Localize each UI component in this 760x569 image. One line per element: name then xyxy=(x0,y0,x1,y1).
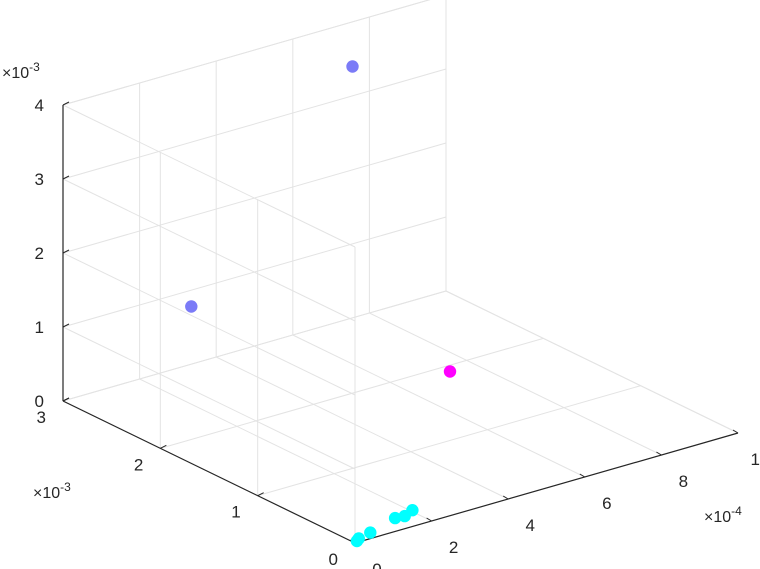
z-tick-mark xyxy=(62,249,70,254)
x-exponent-label: ×10-4 xyxy=(704,504,742,526)
grid-line-floor-x xyxy=(369,312,662,456)
grid-line-sidewall-z xyxy=(62,178,356,322)
x-tick-label: 8 xyxy=(679,472,688,491)
axis-lines xyxy=(62,101,739,544)
grid-line-floor-x xyxy=(292,334,586,478)
x-axis-line xyxy=(354,432,739,544)
y-tick-label: 3 xyxy=(37,408,46,427)
z-tick-label: 0 xyxy=(35,392,44,411)
data-point xyxy=(352,532,365,545)
grid-line-backwall-z xyxy=(62,0,431,106)
y-tick-mark xyxy=(160,444,167,449)
grid-line-backwall-z xyxy=(62,68,447,180)
data-points xyxy=(185,60,457,548)
data-point xyxy=(364,526,377,539)
grid-line-floor-x xyxy=(215,356,509,500)
box-edge xyxy=(62,0,431,106)
y-tick-label: 0 xyxy=(329,550,338,569)
data-point xyxy=(406,504,419,517)
z-tick-mark xyxy=(62,175,70,180)
x-tick-label: 0 xyxy=(372,560,381,569)
y-tick-mark xyxy=(257,492,264,497)
data-point xyxy=(185,300,198,313)
x-tick-mark xyxy=(656,451,662,456)
x-tick-label: 4 xyxy=(525,516,534,535)
y-tick-label: 2 xyxy=(134,455,143,474)
grid-line-sidewall-z xyxy=(62,104,356,248)
grid-line-floor-x xyxy=(139,378,432,522)
y-axis-line xyxy=(62,400,356,544)
z-tick-label: 2 xyxy=(35,244,44,263)
x-tick-mark xyxy=(579,473,586,478)
x-tick-label: 10 xyxy=(751,450,760,469)
data-point xyxy=(346,60,359,73)
data-point xyxy=(443,365,457,378)
data-point xyxy=(388,511,402,525)
x-tick-mark xyxy=(426,517,432,522)
z-tick-mark xyxy=(62,323,70,328)
x-tick-mark xyxy=(502,495,509,500)
grid-line-floor-y xyxy=(257,385,641,497)
z-tick-label: 1 xyxy=(35,318,44,337)
y-exponent-label: ×10-3 xyxy=(33,480,71,502)
x-tick-label: 2 xyxy=(449,538,458,557)
grid-line-sidewall-z xyxy=(62,252,356,396)
z-tick-label: 3 xyxy=(35,170,44,189)
box-edge xyxy=(445,290,739,434)
y-tick-label: 1 xyxy=(231,503,240,522)
z-tick-label: 4 xyxy=(35,96,44,115)
z-tick-mark xyxy=(62,101,70,106)
x-tick-mark xyxy=(732,429,739,434)
x-tick-label: 6 xyxy=(602,494,611,513)
tick-labels: 0246810012301234 xyxy=(35,96,760,569)
z-tick-mark xyxy=(62,397,70,402)
grid-line-sidewall-z xyxy=(62,326,356,470)
z-exponent-label: ×10-3 xyxy=(2,60,40,82)
